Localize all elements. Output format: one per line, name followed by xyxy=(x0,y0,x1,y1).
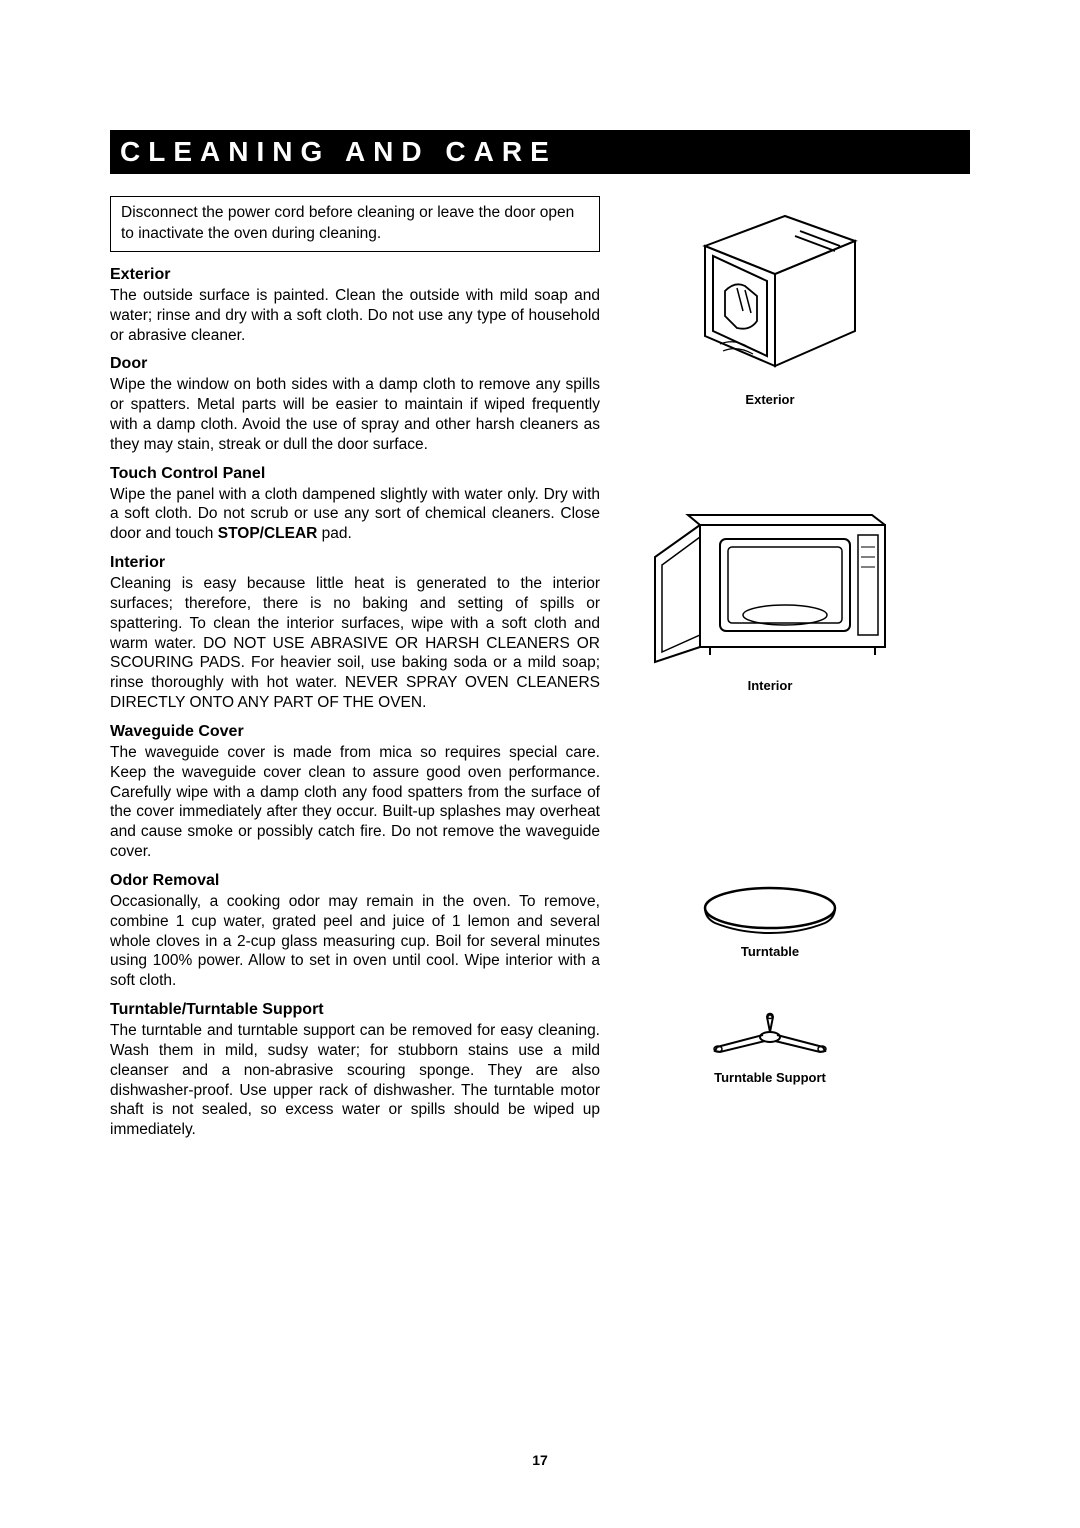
heading-touch: Touch Control Panel xyxy=(110,465,600,483)
heading-turntable: Turntable/Turntable Support xyxy=(110,1001,600,1019)
heading-door: Door xyxy=(110,355,600,373)
page-title-bar: CLEANING AND CARE xyxy=(110,130,970,174)
figure-support-label: Turntable Support xyxy=(714,1070,826,1085)
body-exterior: The outside surface is painted. Clean th… xyxy=(110,286,600,345)
warning-box: Disconnect the power cord before cleanin… xyxy=(110,196,600,252)
body-turntable: The turntable and turntable support can … xyxy=(110,1021,600,1140)
right-column: Exterior xyxy=(630,196,910,1146)
body-odor: Occasionally, a cooking odor may remain … xyxy=(110,892,600,991)
body-interior: Cleaning is easy because little heat is … xyxy=(110,574,600,713)
exterior-icon xyxy=(665,196,875,386)
heading-odor: Odor Removal xyxy=(110,872,600,890)
body-waveguide: The waveguide cover is made from mica so… xyxy=(110,743,600,862)
heading-exterior: Exterior xyxy=(110,266,600,284)
heading-waveguide: Waveguide Cover xyxy=(110,723,600,741)
content-wrapper: Disconnect the power cord before cleanin… xyxy=(110,196,970,1146)
body-door: Wipe the window on both sides with a dam… xyxy=(110,375,600,454)
turntable-icon xyxy=(695,883,845,938)
figure-support: Turntable Support xyxy=(705,1009,835,1085)
figure-interior: Interior xyxy=(640,507,900,693)
touch-pre: Wipe the panel with a cloth dampened sli… xyxy=(110,486,600,543)
touch-post: pad. xyxy=(317,525,351,542)
figure-turntable: Turntable xyxy=(695,883,845,959)
left-column: Disconnect the power cord before cleanin… xyxy=(110,196,600,1146)
interior-icon xyxy=(640,507,900,672)
figure-exterior: Exterior xyxy=(665,196,875,407)
figure-turntable-label: Turntable xyxy=(741,944,799,959)
figure-exterior-label: Exterior xyxy=(745,392,794,407)
page-number: 17 xyxy=(532,1452,548,1468)
touch-bold: STOP/CLEAR xyxy=(218,525,318,542)
turntable-support-icon xyxy=(705,1009,835,1064)
figure-interior-label: Interior xyxy=(748,678,793,693)
body-touch: Wipe the panel with a cloth dampened sli… xyxy=(110,485,600,544)
heading-interior: Interior xyxy=(110,554,600,572)
